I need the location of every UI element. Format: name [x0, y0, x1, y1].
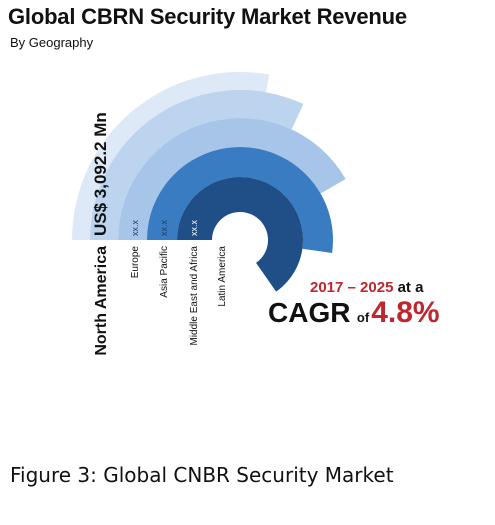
cagr-period: 2017 – 2025 at a — [310, 279, 423, 296]
arc-latin-america — [177, 177, 304, 292]
cagr-statement: CAGR of4.8% — [268, 296, 440, 330]
value-label-latin-america: xx.x — [217, 219, 227, 236]
figure-caption: Figure 3: Global CNBR Security Market — [10, 463, 394, 487]
category-label-latin-america: Latin America — [217, 246, 228, 307]
value-label-europe: xx.x — [130, 219, 140, 236]
value-label-north-america: US$ 3,092.2 Mn — [91, 112, 110, 236]
arc-europe — [90, 89, 304, 240]
category-label-north-america: North America — [93, 246, 110, 356]
cagr-value: 4.8% — [371, 296, 440, 329]
cagr-years: 2017 – 2025 — [310, 279, 394, 296]
category-label-europe: Europe — [130, 246, 141, 279]
arc-middle-east-and-africa — [147, 147, 333, 253]
category-label-asia-pacific: Asia Pacific — [159, 246, 170, 298]
cagr-at-text: at a — [393, 279, 424, 296]
chart-subtitle: By Geography — [10, 35, 94, 50]
cagr-of-text: of — [356, 310, 370, 325]
category-label-middle-east-and-africa: Middle East and Africa — [189, 246, 200, 346]
value-label-asia-pacific: xx.x — [159, 219, 169, 236]
arc-asia-pacific — [118, 118, 346, 240]
cagr-label: CAGR — [268, 297, 351, 328]
value-label-middle-east-and-africa: xx.x — [189, 219, 199, 236]
chart-title: Global CBRN Security Market Revenue — [8, 4, 407, 29]
radial-bar-chart: US$ 3,092.2 Mn xx.x xx.x xx.x xx.x North Amer… — [72, 71, 346, 356]
